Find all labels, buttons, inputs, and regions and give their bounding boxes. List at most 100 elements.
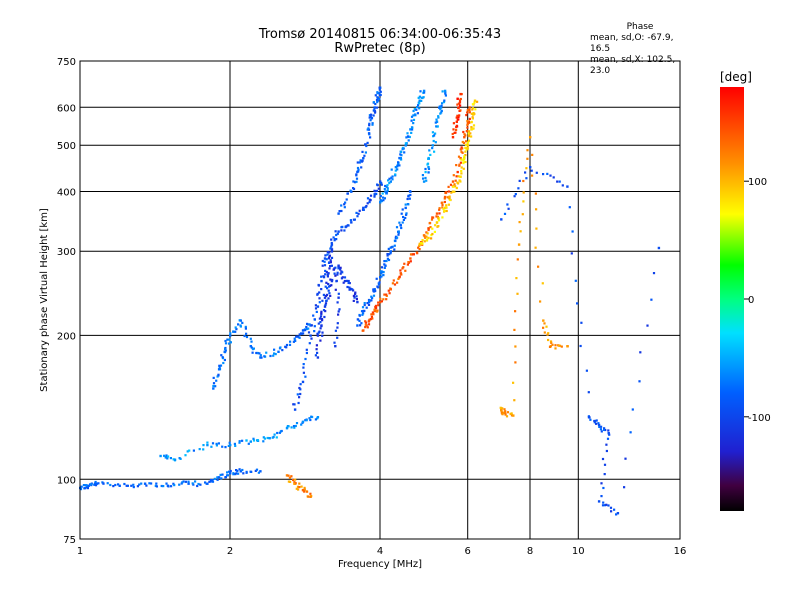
data-point [340, 204, 343, 207]
data-point [388, 182, 391, 185]
data-point [364, 143, 367, 146]
data-point [468, 106, 471, 109]
data-point [549, 340, 553, 343]
data-point [243, 334, 246, 338]
data-point [457, 175, 460, 178]
data-point [275, 436, 278, 439]
data-point [297, 488, 300, 491]
data-point [386, 184, 389, 187]
data-point [408, 135, 411, 139]
data-point [317, 284, 320, 287]
data-point [459, 104, 462, 107]
data-point [371, 122, 374, 125]
data-point [369, 136, 372, 139]
data-point [568, 206, 571, 209]
data-point [400, 158, 403, 161]
data-point [422, 234, 425, 237]
data-point [302, 332, 305, 335]
data-point [615, 513, 618, 516]
data-point [305, 325, 308, 329]
data-point [354, 292, 357, 295]
data-point [359, 324, 362, 327]
data-point [374, 190, 377, 193]
data-point [303, 486, 306, 489]
data-point [639, 351, 642, 354]
data-point [186, 450, 189, 453]
data-point [455, 120, 458, 123]
data-point [405, 136, 408, 139]
data-point [242, 472, 245, 475]
data-point [525, 177, 528, 180]
data-point [299, 383, 302, 386]
data-point [333, 341, 336, 344]
data-point [394, 173, 397, 176]
data-point [167, 485, 170, 488]
data-point [431, 147, 434, 150]
data-point [125, 484, 128, 487]
colorbar-tick-label: -100 [748, 413, 771, 424]
data-point [184, 454, 187, 457]
data-point [204, 481, 207, 484]
data-point [262, 440, 265, 443]
data-point [224, 339, 227, 343]
data-point [418, 248, 421, 251]
data-point [374, 102, 377, 106]
data-point [600, 425, 603, 428]
data-point [82, 484, 85, 487]
data-point [258, 352, 261, 355]
data-point [339, 272, 342, 275]
data-point [333, 272, 336, 275]
data-point [252, 439, 256, 442]
data-point [601, 457, 605, 461]
data-point [150, 482, 153, 485]
data-point [606, 437, 610, 440]
y-tick-label: 500 [57, 141, 76, 152]
data-point [383, 197, 386, 200]
data-point [535, 227, 538, 230]
data-point [304, 329, 307, 332]
data-point [406, 197, 409, 201]
data-point [365, 306, 368, 309]
data-point [341, 271, 344, 274]
data-point [294, 482, 297, 485]
data-point [385, 192, 388, 195]
data-point [327, 297, 330, 300]
data-point [623, 486, 626, 489]
data-point [504, 412, 507, 415]
data-point [468, 121, 471, 124]
data-point [319, 315, 323, 318]
data-point [459, 175, 462, 178]
data-point [407, 203, 410, 206]
data-point [215, 379, 218, 382]
data-point [330, 250, 334, 253]
data-point [162, 485, 165, 488]
data-point [366, 141, 369, 144]
data-point [322, 293, 325, 296]
data-point [447, 185, 450, 188]
data-point [212, 387, 215, 390]
data-point [631, 408, 634, 411]
data-point [438, 106, 441, 109]
data-point [209, 480, 212, 483]
data-point [405, 213, 408, 216]
data-point [227, 342, 231, 345]
data-point [376, 101, 379, 104]
data-point [462, 158, 466, 161]
data-point [437, 217, 440, 220]
data-point [543, 322, 546, 325]
data-point [470, 135, 473, 138]
data-point [383, 260, 386, 263]
data-point [440, 104, 443, 107]
data-point [501, 413, 504, 416]
data-point [507, 207, 510, 210]
data-point [396, 236, 399, 239]
data-point [318, 291, 321, 294]
data-point [380, 181, 383, 185]
data-point [607, 429, 610, 432]
data-point [435, 125, 438, 128]
data-point [85, 484, 88, 487]
data-point [441, 90, 444, 93]
phase-stats: Phase mean, sd,O: -67.9, 16.5 mean, sd,X… [590, 22, 690, 77]
data-point [343, 276, 347, 279]
x-tick-label: 6 [465, 546, 471, 557]
